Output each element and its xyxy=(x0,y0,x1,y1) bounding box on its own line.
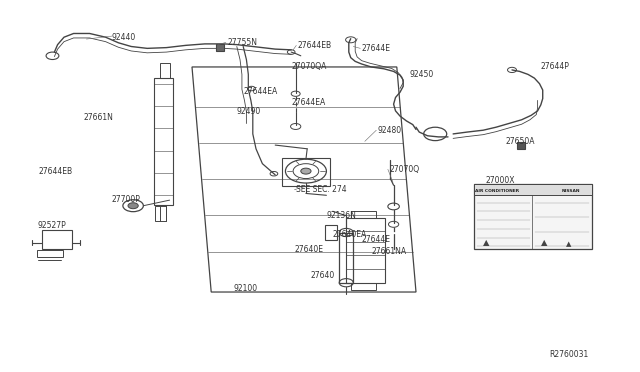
Bar xyxy=(517,142,525,149)
Text: 27644EB: 27644EB xyxy=(38,167,72,176)
Bar xyxy=(351,283,376,290)
Text: NISSAN: NISSAN xyxy=(562,189,580,193)
Text: 92527P: 92527P xyxy=(37,221,66,230)
Bar xyxy=(216,44,224,51)
Text: AIR CONDITIONER: AIR CONDITIONER xyxy=(475,189,519,193)
Bar xyxy=(325,225,337,240)
Text: 27644E: 27644E xyxy=(362,44,390,53)
Text: 27700P: 27700P xyxy=(112,195,141,203)
Text: 27000X: 27000X xyxy=(485,176,515,185)
Text: 27644EA: 27644EA xyxy=(291,98,326,107)
Bar xyxy=(474,184,592,249)
Bar xyxy=(155,206,166,221)
Text: 92136N: 92136N xyxy=(326,211,356,220)
Text: 27070QA: 27070QA xyxy=(291,62,326,71)
Text: ▲: ▲ xyxy=(483,238,490,247)
Bar xyxy=(42,230,72,249)
Bar xyxy=(474,184,592,195)
Text: 27070Q: 27070Q xyxy=(389,165,419,174)
Bar xyxy=(346,218,385,283)
Bar xyxy=(339,232,353,283)
Text: 27644EA: 27644EA xyxy=(243,87,278,96)
Text: R2760031: R2760031 xyxy=(549,350,588,359)
Text: 27661N: 27661N xyxy=(83,113,113,122)
Text: ▲: ▲ xyxy=(541,238,547,247)
Text: 27650A: 27650A xyxy=(506,137,535,146)
Text: 27640: 27640 xyxy=(310,271,335,280)
Bar xyxy=(160,63,170,78)
Text: 27661NA: 27661NA xyxy=(371,247,406,256)
Text: 27755N: 27755N xyxy=(227,38,257,47)
Text: 27640E: 27640E xyxy=(294,245,323,254)
Text: 27644EB: 27644EB xyxy=(298,41,332,50)
Text: ▲: ▲ xyxy=(566,241,571,247)
Bar xyxy=(37,250,63,257)
Bar xyxy=(282,158,330,186)
Bar xyxy=(154,78,173,205)
Text: 92100: 92100 xyxy=(234,284,258,293)
Text: 92490: 92490 xyxy=(237,107,261,116)
Text: 92440: 92440 xyxy=(112,33,136,42)
Text: SEE SEC. 274: SEE SEC. 274 xyxy=(296,185,346,194)
Text: 27640EA: 27640EA xyxy=(333,230,367,239)
Text: 27644E: 27644E xyxy=(362,235,390,244)
Text: 92480: 92480 xyxy=(378,126,402,135)
Bar xyxy=(351,211,376,218)
Text: 92450: 92450 xyxy=(410,70,434,79)
Circle shape xyxy=(128,203,138,209)
Text: 27644P: 27644P xyxy=(541,62,570,71)
Circle shape xyxy=(301,168,311,174)
